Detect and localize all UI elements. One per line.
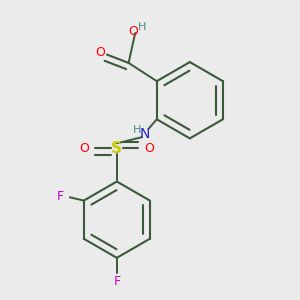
Text: F: F (113, 274, 120, 288)
Text: N: N (140, 127, 150, 141)
Text: O: O (80, 142, 90, 155)
Text: H: H (138, 22, 147, 32)
Text: O: O (129, 25, 139, 38)
Text: H: H (133, 124, 142, 134)
Text: F: F (57, 190, 64, 203)
Text: S: S (111, 141, 122, 156)
Text: O: O (95, 46, 105, 59)
Text: O: O (144, 142, 154, 155)
